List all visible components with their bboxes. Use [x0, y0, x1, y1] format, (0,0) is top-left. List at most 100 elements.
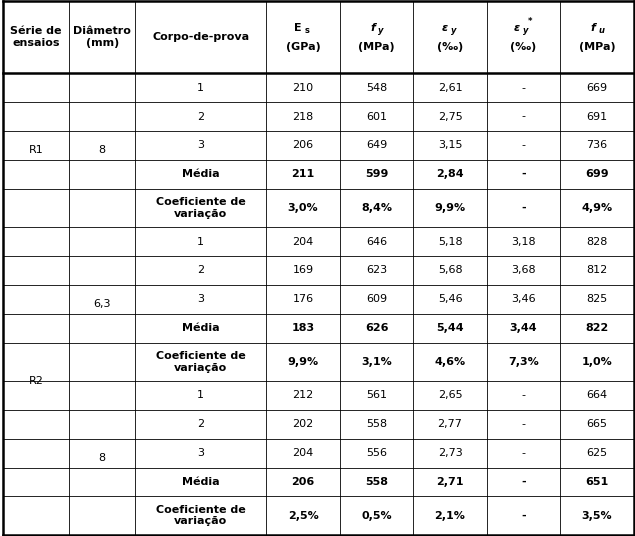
- Text: 7,3%: 7,3%: [508, 357, 539, 367]
- Text: 210: 210: [293, 83, 314, 93]
- Text: 2,84: 2,84: [436, 169, 464, 179]
- Text: 1: 1: [197, 390, 204, 400]
- Text: Diâmetro
(mm): Diâmetro (mm): [73, 26, 131, 48]
- Text: R1: R1: [29, 145, 44, 155]
- Text: 669: 669: [587, 83, 608, 93]
- Text: 9,9%: 9,9%: [434, 203, 465, 213]
- Text: Média: Média: [182, 323, 220, 333]
- Text: -: -: [521, 83, 526, 93]
- Text: 211: 211: [291, 169, 315, 179]
- Text: -: -: [521, 419, 526, 429]
- Text: 8,4%: 8,4%: [361, 203, 392, 213]
- Text: (‰): (‰): [437, 41, 463, 51]
- Text: Coeficiente de
variação: Coeficiente de variação: [156, 351, 246, 373]
- Text: ε: ε: [442, 23, 448, 33]
- Text: 665: 665: [587, 419, 608, 429]
- Text: (MPa): (MPa): [578, 41, 615, 51]
- Text: -: -: [521, 448, 526, 458]
- Text: E: E: [293, 23, 301, 33]
- Text: 3: 3: [197, 448, 204, 458]
- Text: Coeficiente de
variação: Coeficiente de variação: [156, 505, 246, 526]
- Text: -: -: [521, 169, 526, 179]
- Text: Coeficiente de
variação: Coeficiente de variação: [156, 197, 246, 219]
- Text: 691: 691: [587, 111, 608, 122]
- Text: 2: 2: [197, 111, 204, 122]
- Text: 601: 601: [366, 111, 387, 122]
- Text: 625: 625: [587, 448, 608, 458]
- Text: 2,65: 2,65: [438, 390, 462, 400]
- Text: 183: 183: [291, 323, 315, 333]
- Text: 664: 664: [587, 390, 608, 400]
- Text: 558: 558: [366, 419, 387, 429]
- Text: 3: 3: [197, 140, 204, 151]
- Text: -: -: [521, 477, 526, 487]
- Text: Média: Média: [182, 477, 220, 487]
- Text: 2,5%: 2,5%: [288, 511, 319, 520]
- Text: 3,68: 3,68: [511, 265, 536, 276]
- Text: 169: 169: [293, 265, 314, 276]
- Text: Média: Média: [182, 169, 220, 179]
- Text: 3,18: 3,18: [511, 236, 536, 247]
- Text: 548: 548: [366, 83, 387, 93]
- Text: f: f: [591, 23, 596, 33]
- Text: 2,75: 2,75: [438, 111, 462, 122]
- Text: 1: 1: [197, 236, 204, 247]
- Text: ε: ε: [514, 23, 519, 33]
- Text: -: -: [521, 140, 526, 151]
- Text: Corpo-de-prova: Corpo-de-prova: [152, 32, 250, 42]
- Text: 2: 2: [197, 419, 204, 429]
- Text: 822: 822: [585, 323, 608, 333]
- Text: 204: 204: [293, 448, 314, 458]
- Text: 176: 176: [293, 294, 314, 304]
- Text: 1,0%: 1,0%: [582, 357, 612, 367]
- Text: y: y: [523, 26, 528, 35]
- Text: 4,6%: 4,6%: [434, 357, 465, 367]
- Text: -: -: [521, 390, 526, 400]
- Text: (‰): (‰): [511, 41, 537, 51]
- Text: y: y: [378, 26, 384, 35]
- Text: 556: 556: [366, 448, 387, 458]
- Text: 828: 828: [586, 236, 608, 247]
- Text: 3: 3: [197, 294, 204, 304]
- Text: 2,73: 2,73: [438, 448, 462, 458]
- Text: 206: 206: [293, 140, 314, 151]
- Text: 736: 736: [587, 140, 608, 151]
- Text: 651: 651: [585, 477, 608, 487]
- Text: 5,44: 5,44: [436, 323, 464, 333]
- Text: 8: 8: [98, 453, 105, 463]
- Text: 609: 609: [366, 294, 387, 304]
- Text: Série de
ensaios: Série de ensaios: [10, 26, 62, 48]
- Text: 4,9%: 4,9%: [582, 203, 613, 213]
- Text: 646: 646: [366, 236, 387, 247]
- Text: 202: 202: [293, 419, 314, 429]
- Text: -: -: [521, 203, 526, 213]
- Text: 206: 206: [291, 477, 315, 487]
- Text: 3,15: 3,15: [438, 140, 462, 151]
- Text: 212: 212: [293, 390, 314, 400]
- Text: 9,9%: 9,9%: [288, 357, 319, 367]
- Text: (GPa): (GPa): [286, 41, 321, 51]
- Text: 2,1%: 2,1%: [434, 511, 465, 520]
- Text: -: -: [521, 111, 526, 122]
- Text: 2,61: 2,61: [438, 83, 462, 93]
- Text: 812: 812: [586, 265, 608, 276]
- Text: 825: 825: [586, 294, 608, 304]
- Text: 5,46: 5,46: [438, 294, 462, 304]
- Text: 204: 204: [293, 236, 314, 247]
- Text: (MPa): (MPa): [358, 41, 395, 51]
- Text: 5,18: 5,18: [438, 236, 462, 247]
- Text: 5,68: 5,68: [438, 265, 462, 276]
- Text: 2,77: 2,77: [438, 419, 462, 429]
- Text: 3,44: 3,44: [510, 323, 537, 333]
- Text: 626: 626: [365, 323, 389, 333]
- Text: u: u: [599, 26, 605, 35]
- Text: 0,5%: 0,5%: [361, 511, 392, 520]
- Text: 218: 218: [293, 111, 314, 122]
- Text: *: *: [528, 18, 533, 26]
- Text: 623: 623: [366, 265, 387, 276]
- Text: 649: 649: [366, 140, 387, 151]
- Text: 699: 699: [585, 169, 609, 179]
- Text: 558: 558: [365, 477, 388, 487]
- Text: 3,1%: 3,1%: [361, 357, 392, 367]
- Text: s: s: [304, 26, 309, 35]
